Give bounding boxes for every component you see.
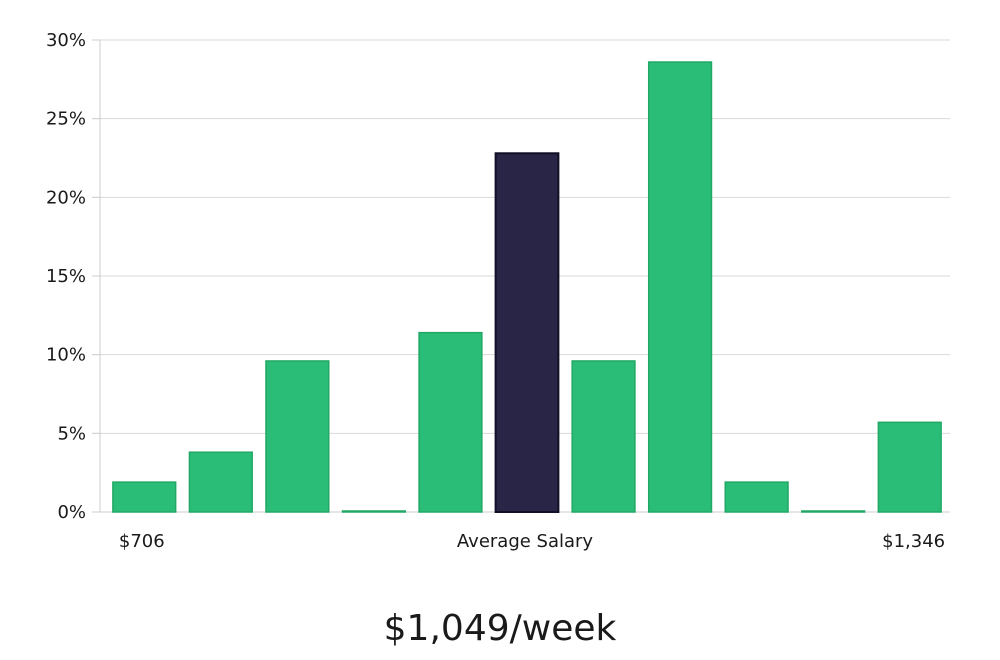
x-label-max: $1,346	[882, 531, 945, 552]
bar	[801, 510, 866, 513]
bar	[265, 360, 330, 513]
bar-highlight	[494, 152, 560, 513]
salary-histogram: 0%5%10%15%20%25%30% $706 Average Salary …	[46, 30, 950, 552]
y-tick-label: 15%	[46, 266, 86, 287]
bar	[112, 481, 177, 513]
y-tick-label: 25%	[46, 109, 86, 130]
x-label-center: Average Salary	[457, 531, 594, 552]
y-tick-label: 10%	[46, 345, 86, 366]
bar	[418, 331, 483, 513]
bar	[724, 481, 789, 513]
y-axis-ticks: 0% 5% 10% 15% 20% 25% 30%	[46, 30, 100, 523]
y-tick-label: 20%	[46, 187, 86, 208]
y-tick-label: 5%	[57, 423, 86, 444]
bars	[112, 61, 942, 513]
bar	[188, 451, 253, 513]
y-tick-label: 0%	[57, 502, 86, 523]
x-label-min: $706	[119, 531, 165, 552]
y-tick-label: 30%	[46, 30, 86, 51]
bar	[647, 61, 713, 513]
bar	[877, 421, 942, 513]
bar	[341, 510, 407, 513]
bar	[571, 360, 636, 513]
average-salary-value: $1,049/week	[383, 608, 617, 649]
